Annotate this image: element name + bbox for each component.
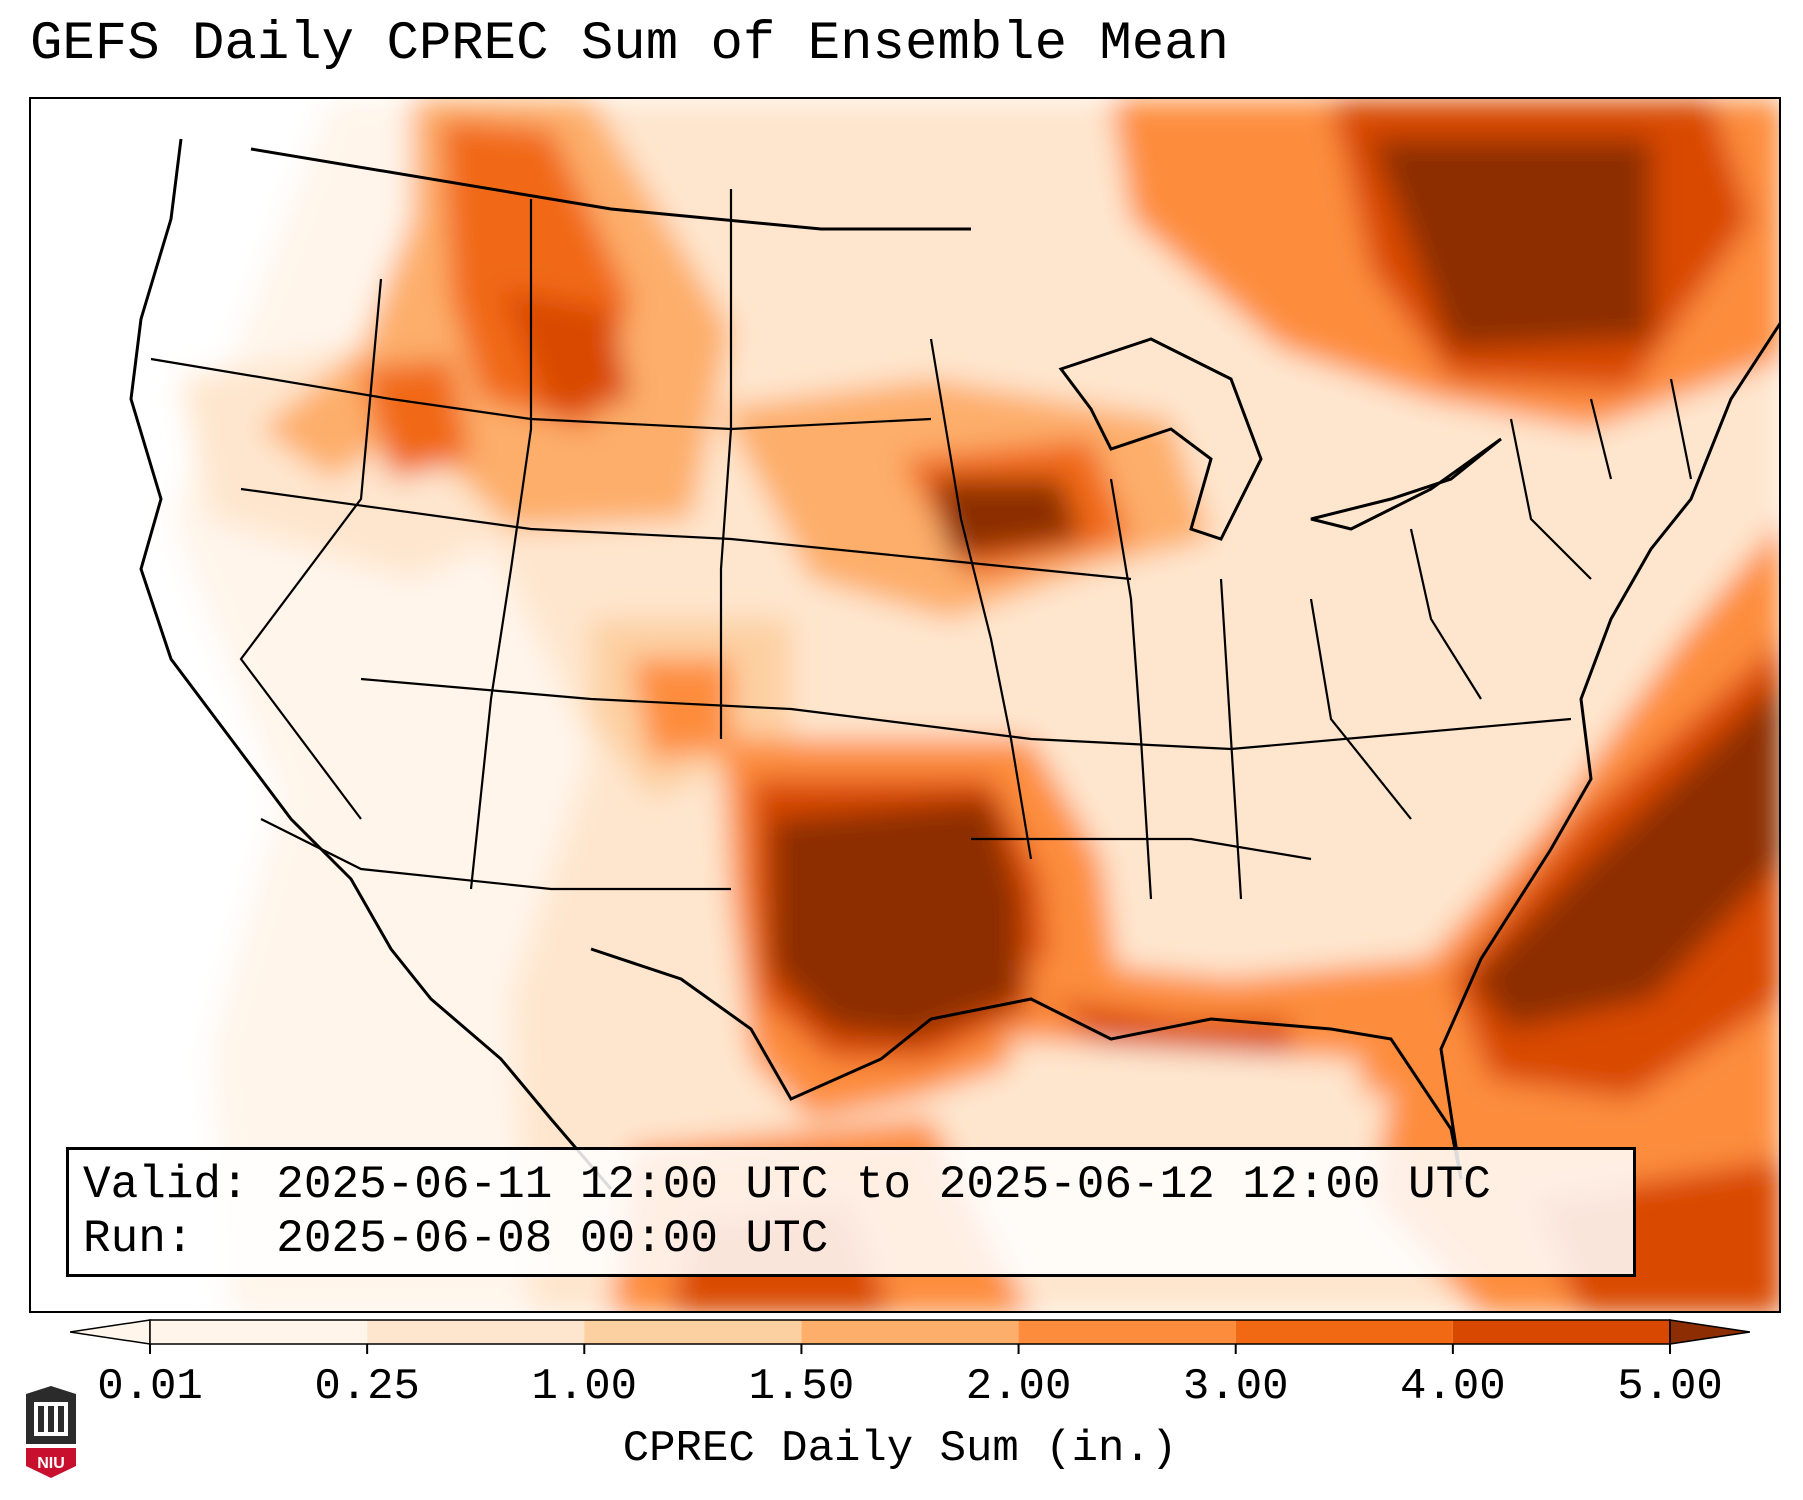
east-coastline (1439, 322, 1779, 1180)
logo-text: NIU (37, 1455, 65, 1472)
run-row: Run: 2025-06-08 00:00 UTC (83, 1212, 1619, 1266)
colorbar (70, 1319, 1750, 1354)
colorbar-over-arrow (1669, 1319, 1750, 1345)
colorbar-under-arrow (70, 1319, 151, 1345)
colorbar-segment (1235, 1320, 1453, 1344)
colorbar-tick-label: 4.00 (1400, 1362, 1506, 1412)
precip-map (31, 99, 1779, 1311)
colorbar-tick-label: 1.50 (748, 1362, 855, 1412)
gulf-coastline (590, 947, 1463, 1180)
run-label: Run: (83, 1213, 194, 1265)
great-lakes (1058, 337, 1263, 541)
colorbar-tick-label: 5.00 (1617, 1362, 1723, 1412)
west-coastline (129, 138, 613, 1190)
colorbar-segment (801, 1320, 1019, 1344)
valid-row: Valid: 2025-06-11 12:00 UTC to 2025-06-1… (83, 1158, 1619, 1212)
colorbar-segment (584, 1320, 802, 1344)
run-value: 2025-06-08 00:00 UTC (276, 1213, 829, 1265)
niu-castle-logo-icon: NIU (26, 1386, 76, 1478)
state-lines (150, 189, 1693, 900)
colorbar-tick-label: 3.00 (1182, 1362, 1289, 1412)
colorbar-tick-label: 1.00 (531, 1362, 638, 1412)
boundaries (129, 138, 1779, 1190)
colorbar-segment (150, 1320, 368, 1344)
precip-field (171, 99, 1779, 1311)
colorbar-label: CPREC Daily Sum (in.) (622, 1424, 1178, 1474)
us-canada-border (250, 147, 971, 231)
colorbar-tick-label: 0.01 (97, 1362, 203, 1412)
lake-erie-ontario (1310, 437, 1502, 531)
colorbar-segment (1018, 1320, 1236, 1344)
valid-label: Valid: (83, 1159, 249, 1211)
colorbar-tick-label: 0.25 (314, 1362, 420, 1412)
map-panel (29, 97, 1781, 1313)
colorbar-outline (149, 1319, 1671, 1345)
colorbar-tick-label: 2.00 (965, 1362, 1072, 1412)
valid-value: 2025-06-11 12:00 UTC to 2025-06-12 12:00… (276, 1159, 1491, 1211)
info-box: Valid: 2025-06-11 12:00 UTC to 2025-06-1… (66, 1147, 1636, 1277)
colorbar-segment (367, 1320, 585, 1344)
map-title: GEFS Daily CPREC Sum of Ensemble Mean (30, 14, 1229, 75)
colorbar-segment (1452, 1320, 1670, 1344)
